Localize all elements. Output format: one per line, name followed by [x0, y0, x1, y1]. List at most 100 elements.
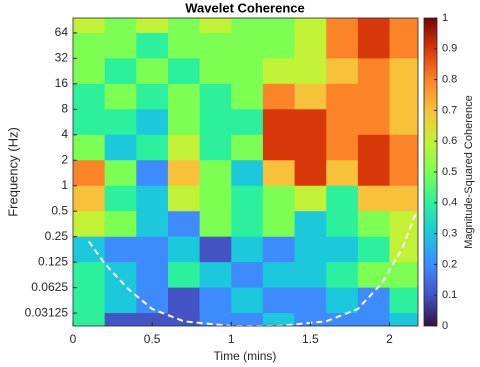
- heatmap-cell: [167, 109, 201, 136]
- colorbar-tick-label: 0.7: [442, 104, 457, 116]
- y-tick-label: 4: [61, 127, 68, 141]
- heatmap-cell: [389, 109, 418, 136]
- heatmap-cell: [357, 83, 391, 110]
- heatmap-cell: [136, 58, 169, 85]
- colorbar-tick-label: 0.8: [442, 74, 457, 86]
- heatmap-cell: [73, 32, 106, 59]
- heatmap-cell: [231, 32, 264, 59]
- heatmap-cell: [357, 236, 391, 263]
- heatmap-cell: [231, 236, 264, 263]
- y-tick-label: 0.0625: [31, 280, 68, 294]
- plot-frame: [72, 17, 419, 327]
- heatmap-cell: [357, 134, 391, 161]
- heatmap-cell: [294, 287, 327, 314]
- heatmap-cell: [167, 58, 201, 85]
- heatmap-cell: [326, 58, 359, 85]
- heatmap-cell: [326, 160, 359, 187]
- heatmap-cell: [262, 58, 296, 85]
- heatmap-cell: [73, 160, 106, 187]
- heatmap-cell: [326, 18, 359, 34]
- heatmap-cell: [326, 109, 359, 136]
- heatmap-cell: [231, 18, 264, 34]
- heatmap-cell: [326, 211, 359, 238]
- heatmap-cell: [357, 313, 391, 326]
- heatmap-cell: [73, 262, 106, 289]
- heatmap-cell: [231, 109, 264, 136]
- heatmap-cell: [73, 109, 106, 136]
- heatmap-cell: [167, 236, 201, 263]
- heatmap-cell: [73, 211, 106, 238]
- heatmap-cell: [294, 185, 327, 212]
- y-tick-label: 2: [61, 152, 68, 166]
- heatmap-cell: [231, 287, 264, 314]
- chart-title: Wavelet Coherence: [185, 0, 304, 15]
- heatmap-cell: [326, 287, 359, 314]
- heatmap-cell: [167, 211, 201, 238]
- colorbar-label: Magnitude-Squared Coherence: [463, 95, 475, 249]
- heatmap-cell: [73, 83, 106, 110]
- heatmap-cell: [389, 58, 418, 85]
- heatmap-cell: [294, 211, 327, 238]
- heatmap-cell: [136, 83, 169, 110]
- heatmap-cell: [167, 32, 201, 59]
- heatmap-cell: [294, 18, 327, 34]
- heatmap-cell: [262, 287, 296, 314]
- colorbar-tick-label: 0.1: [442, 289, 457, 301]
- heatmap-cell: [199, 58, 232, 85]
- heatmap-cell: [231, 211, 264, 238]
- heatmap-cell: [326, 83, 359, 110]
- heatmap-cell: [167, 185, 201, 212]
- heatmap-cell: [199, 211, 232, 238]
- heatmap-cell: [136, 134, 169, 161]
- heatmap-cell: [136, 262, 169, 289]
- heatmap-cell: [104, 109, 137, 136]
- heatmap-cell: [294, 32, 327, 59]
- x-tick-label: 1.5: [302, 332, 319, 346]
- heatmap-cell: [389, 83, 418, 110]
- heatmap-cell: [231, 160, 264, 187]
- colorbar-tick-label: 0.4: [442, 197, 457, 209]
- y-tick-label: 0.25: [45, 229, 69, 243]
- heatmap-cell: [389, 32, 418, 59]
- y-tick-label: 64: [55, 25, 69, 39]
- heatmap-cell: [262, 32, 296, 59]
- heatmap-cell: [326, 313, 359, 326]
- colorbar-tick-label: 0.9: [442, 43, 457, 55]
- heatmap-cell: [262, 185, 296, 212]
- heatmap-cell: [167, 134, 201, 161]
- heatmap-cell: [326, 32, 359, 59]
- colorbar-tick-label: 0.2: [442, 258, 457, 270]
- heatmap-cell: [294, 83, 327, 110]
- heatmap-cell: [136, 160, 169, 187]
- heatmap-cell: [326, 236, 359, 263]
- heatmap-cell: [326, 134, 359, 161]
- colorbar-tick-label: 0.5: [442, 166, 457, 178]
- x-tick-label: 0: [70, 332, 77, 346]
- heatmap-cell: [73, 313, 106, 326]
- colorbar-tick-label: 0: [442, 320, 448, 332]
- heatmap: [73, 18, 418, 326]
- heatmap-cell: [136, 211, 169, 238]
- heatmap-cell: [294, 262, 327, 289]
- heatmap-cell: [357, 58, 391, 85]
- heatmap-cell: [231, 58, 264, 85]
- heatmap-cell: [199, 287, 232, 314]
- heatmap-cell: [262, 262, 296, 289]
- heatmap-cell: [199, 236, 232, 263]
- heatmap-cell: [357, 211, 391, 238]
- heatmap-cell: [104, 58, 137, 85]
- x-tick-label: 2: [386, 332, 393, 346]
- heatmap-cell: [199, 83, 232, 110]
- heatmap-cell: [231, 185, 264, 212]
- y-tick-label: 1: [61, 178, 68, 192]
- heatmap-cell: [167, 160, 201, 187]
- heatmap-cell: [389, 160, 418, 187]
- heatmap-cell: [389, 236, 418, 263]
- heatmap-cell: [294, 109, 327, 136]
- heatmap-cell: [231, 134, 264, 161]
- heatmap-cell: [326, 185, 359, 212]
- heatmap-cell: [73, 134, 106, 161]
- colorbar-tick-label: 1: [442, 12, 448, 24]
- heatmap-cell: [262, 313, 296, 326]
